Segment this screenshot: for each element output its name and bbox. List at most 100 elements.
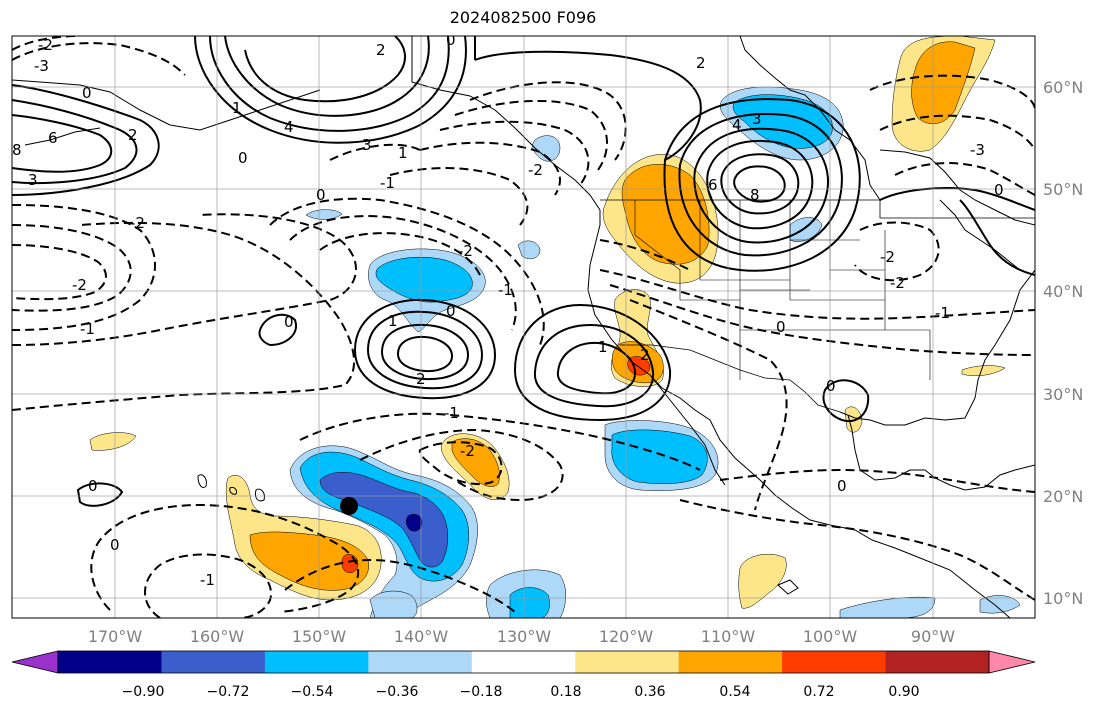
- colorbar-segment: [678, 651, 783, 673]
- contour-negative: [439, 120, 590, 186]
- contour-negative: [269, 197, 545, 346]
- contour-label: 6: [48, 129, 58, 147]
- contour-label: 0: [316, 186, 326, 204]
- colorbar-tick-label: −0.90: [122, 684, 165, 700]
- contour-negative: [12, 221, 356, 411]
- island: [255, 488, 265, 502]
- contour-positive: [244, 36, 406, 103]
- contour-positive: [194, 36, 467, 144]
- contour-negative: [12, 213, 357, 346]
- grid-layer: [12, 36, 1035, 618]
- contour-negative: [469, 81, 627, 161]
- island: [197, 474, 207, 489]
- contour-zero: [959, 199, 1035, 276]
- contour-label: -2: [38, 36, 53, 54]
- contour-label: -3: [970, 141, 985, 159]
- contour-label: 0: [826, 377, 836, 395]
- colorbar-tick-label: −0.36: [376, 684, 419, 700]
- contour-positive: [12, 99, 138, 185]
- contour-label: 0: [284, 313, 294, 331]
- contour-label: 4: [284, 118, 294, 136]
- lat-axis: 10°N 20°N 30°N 40°N 50°N 60°N: [1043, 78, 1083, 608]
- colorbar-tick-label: 0.36: [634, 684, 665, 700]
- lon-tick-label: 160°W: [190, 627, 245, 646]
- negative-shade: [305, 209, 343, 220]
- border: [634, 200, 931, 380]
- colorbar-tick-label: 0.72: [803, 684, 834, 700]
- colorbar-tick-labels: −0.90 −0.72 −0.54 −0.36 −0.18 0.18 0.36 …: [122, 684, 920, 700]
- contour-label: 1: [232, 99, 242, 117]
- contour-label: -2: [458, 242, 473, 260]
- colorbar-segment: [368, 651, 473, 673]
- storm-center-marker: [340, 497, 358, 515]
- contour-negative: [629, 299, 788, 511]
- contour-label: -1: [935, 304, 950, 322]
- colorbar: [11, 650, 1036, 674]
- contour-positive: [720, 153, 800, 215]
- negative-shade: [732, 94, 833, 149]
- lon-tick-label: 130°W: [497, 627, 552, 646]
- lon-tick-label: 90°W: [911, 627, 955, 646]
- map-area: -3 -2 -2 -1 -1 -2 -1 -2 -2 -1 -1 -2 -3 -…: [12, 36, 1035, 618]
- contour-positive: [533, 323, 655, 408]
- contour-positive: [353, 298, 497, 400]
- contour-positive: [663, 98, 861, 272]
- contour-negative: [144, 553, 273, 618]
- coastline: [847, 414, 856, 451]
- map-title: 2024082500 F096: [449, 8, 597, 27]
- contour-positive: [380, 323, 470, 381]
- coastline: [879, 149, 1035, 226]
- contour-label: 0: [446, 302, 456, 320]
- contour-label: 1: [398, 144, 408, 162]
- contour-label: -1: [498, 281, 513, 299]
- positive-shade: [249, 531, 370, 591]
- contour-positive: [396, 335, 454, 373]
- contour-label: 2: [128, 126, 138, 144]
- colorbar-tick-label: −0.72: [207, 684, 250, 700]
- positive-shade: [961, 365, 1006, 376]
- contour-label: 4: [732, 116, 742, 134]
- contour-negative: [679, 499, 1035, 601]
- positive-shade: [451, 438, 500, 487]
- coastline: [839, 269, 1035, 426]
- colorbar-segment: [264, 651, 369, 673]
- contour-label: 3: [752, 110, 762, 128]
- contour-negative: [319, 232, 481, 276]
- colorbar-over-arrow: [988, 650, 1036, 674]
- lon-tick-label: 100°W: [803, 627, 858, 646]
- contour-positive: [366, 310, 484, 390]
- contour-label: 0: [238, 149, 248, 167]
- lat-tick-label: 50°N: [1043, 180, 1083, 199]
- contour-label: -2: [880, 248, 895, 266]
- contour-label: 0: [994, 181, 1004, 199]
- negative-shade: [406, 514, 423, 532]
- contour-label: -1: [200, 571, 215, 589]
- contour-negative: [12, 204, 156, 331]
- contour-negative: [289, 215, 517, 331]
- contour-negative: [419, 141, 561, 196]
- contour-label: -3: [34, 57, 49, 75]
- map-frame: [11, 35, 1036, 619]
- coastline-layer: [12, 36, 1035, 618]
- colorbar-under-arrow: [11, 650, 59, 674]
- contour-label: 1: [598, 338, 608, 356]
- contour-negative: [418, 441, 503, 486]
- contour-label: -2: [890, 274, 905, 292]
- contour-positive: [209, 36, 450, 132]
- contour-positive: [556, 341, 637, 395]
- contour-negative: [454, 99, 609, 171]
- negative-shade: [369, 590, 418, 618]
- contour-negative: [359, 428, 564, 502]
- island: [229, 487, 237, 495]
- lon-tick-label: 120°W: [599, 627, 654, 646]
- lat-tick-label: 30°N: [1043, 385, 1083, 404]
- coastline: [939, 199, 1021, 271]
- colorbar-segment: [161, 651, 266, 673]
- colorbar-tick-label: −0.18: [460, 684, 503, 700]
- colorbar-frame: [57, 650, 990, 674]
- contour-label: 0: [837, 477, 847, 495]
- contour-negative: [12, 244, 107, 301]
- contour-negative: [284, 558, 516, 613]
- colorbar-tick-label: 0.54: [719, 684, 750, 700]
